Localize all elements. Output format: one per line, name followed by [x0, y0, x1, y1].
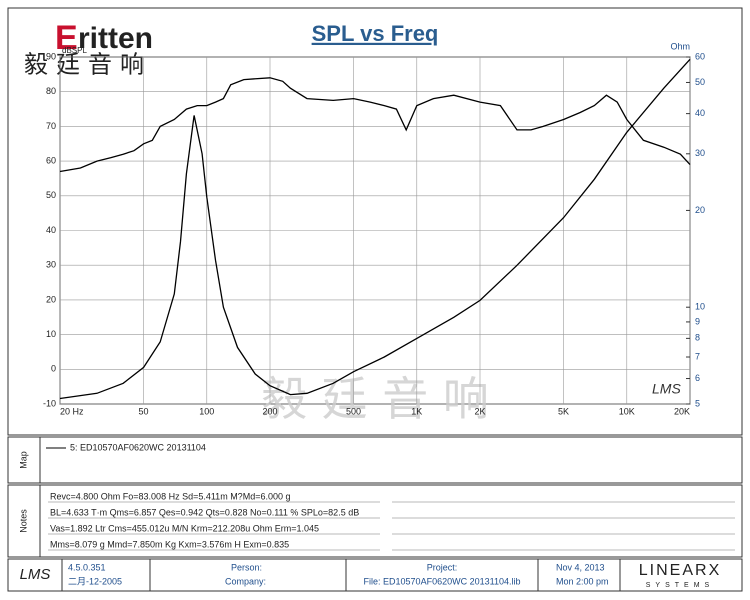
y-tick-label: 10 [46, 329, 56, 339]
y-tick-label: 0 [51, 364, 56, 374]
company: Company: [225, 576, 266, 586]
spl-curve [59, 77, 691, 173]
file: File: ED10570AF0620WC 20131104.lib [364, 576, 521, 586]
x-tick-label: 20 Hz [60, 406, 84, 416]
y-tick-label: 50 [46, 190, 56, 200]
note-rules [48, 501, 735, 551]
y2-tick-label: 50 [695, 77, 705, 87]
y2-tick-label: 7 [695, 351, 700, 361]
y2-tick-label: 20 [695, 205, 705, 215]
y2-tick-label: 60 [695, 51, 705, 61]
note-line: BL=4.633 T·m Qms=6.857 Qes=0.942 Qts=0.8… [50, 507, 359, 517]
map-label: Map [18, 451, 28, 469]
notes-label: Notes [18, 509, 28, 533]
brand: ritten [78, 22, 153, 55]
y2-tick-label: 6 [695, 373, 700, 383]
vendor: LINEARX [639, 562, 721, 579]
time: Mon 2:00 pm [556, 576, 609, 586]
x-tick-label: 2K [474, 406, 485, 416]
y2-tick-label: 5 [695, 398, 700, 408]
x-tick-label: 1K [411, 406, 422, 416]
footer-logo: LMS [20, 566, 51, 583]
y2-tick-label: 40 [695, 108, 705, 118]
project: Project: [427, 562, 458, 572]
x-tick-label: 50 [139, 406, 149, 416]
watermark-lms: LMS [652, 381, 681, 397]
y-tick-label: -10 [43, 398, 56, 408]
x-tick-label: 500 [346, 406, 361, 416]
footer [7, 558, 743, 592]
x-tick-label: 100 [199, 406, 214, 416]
note-line: Mms=8.079 g Mmd=7.850m Kg Kxm=3.576m H E… [50, 539, 289, 549]
y-tick-label: 60 [46, 155, 56, 165]
notes-panel [7, 484, 743, 558]
x-tick-label: 5K [558, 406, 569, 416]
y-axis-label: dBSPL [62, 46, 87, 55]
brand-mark: E [55, 19, 78, 57]
x-tick-label: 20K [674, 406, 690, 416]
note-line: Vas=1.892 Ltr Cms=455.012u M/N Krm=212.2… [50, 523, 319, 533]
vendor-sub: SYSTEMS [646, 582, 714, 589]
y-tick-label: 20 [46, 294, 56, 304]
x-tick-label: 200 [262, 406, 277, 416]
y-tick-label: 90 [46, 51, 56, 61]
date: Nov 4, 2013 [556, 562, 605, 572]
version: 4.5.0.351 [68, 562, 106, 572]
y2-axis-label: Ohm [670, 41, 690, 51]
brand-cn: 毅廷音响 [24, 51, 152, 78]
y2-tick-label: 8 [695, 333, 700, 343]
y-tick-label: 30 [46, 260, 56, 270]
person: Person: [231, 562, 262, 572]
y-tick-label: 70 [46, 121, 56, 131]
impedance-curve [59, 58, 691, 400]
map-panel [7, 436, 743, 484]
legend-entry: 5: ED10570AF0620WC 20131104 [70, 442, 206, 452]
chart-title: SPL vs Freq [312, 21, 439, 46]
date-code: 二月-12-2005 [68, 576, 122, 586]
y-tick-label: 80 [46, 86, 56, 96]
watermark: 毅 廷 音 响 [261, 372, 489, 426]
note-line: Revc=4.800 Ohm Fo=83.008 Hz Sd=5.411m M?… [50, 491, 290, 501]
y-tick-label: 40 [46, 225, 56, 235]
y2-tick-label: 30 [695, 148, 705, 158]
y2-tick-label: 9 [695, 316, 700, 326]
chart-frame [7, 7, 743, 436]
x-tick-label: 10K [619, 406, 635, 416]
footer-dividers [61, 559, 621, 591]
y2-tick-label: 10 [695, 302, 705, 312]
